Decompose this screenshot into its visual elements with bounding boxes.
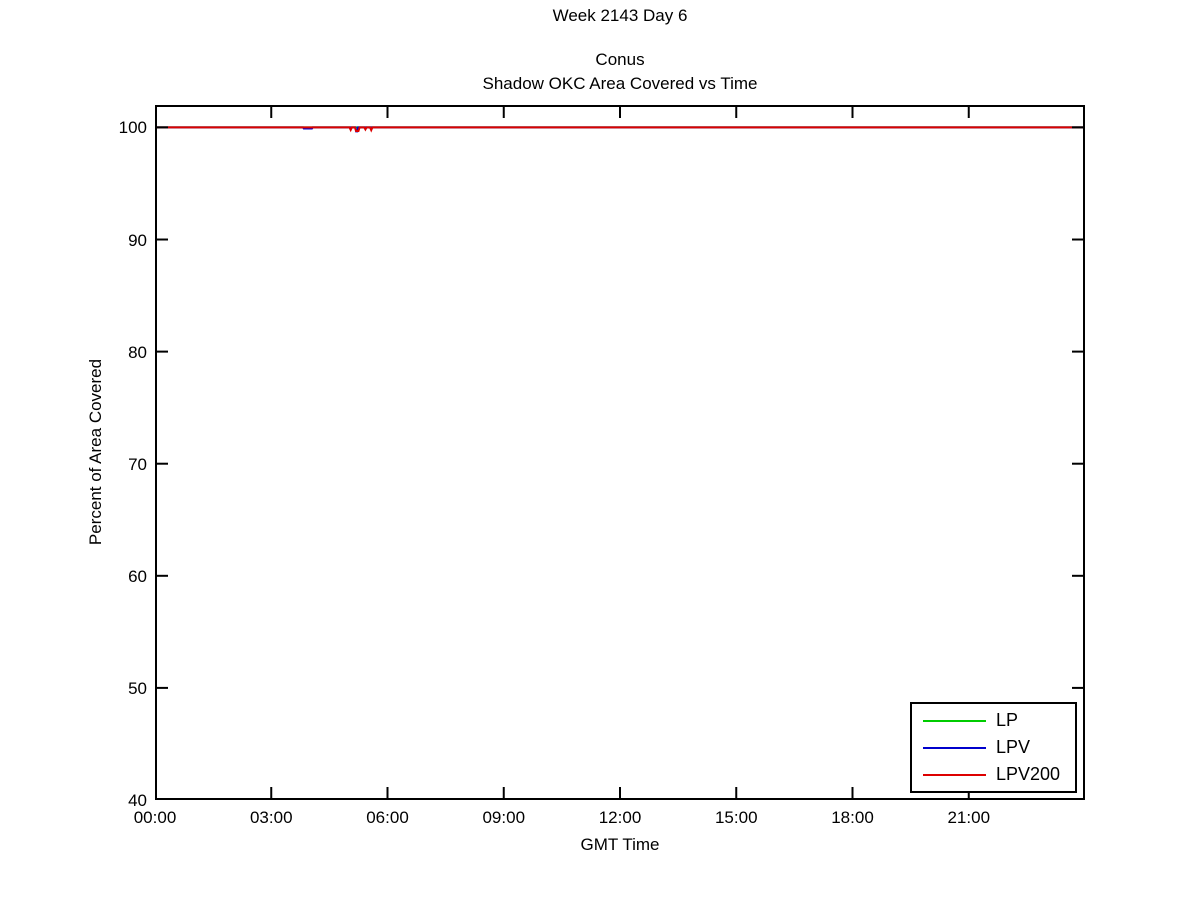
axes-box: [155, 105, 1085, 800]
y-tick-label-90: 90: [128, 230, 147, 250]
legend: LP LPV LPV200: [910, 702, 1077, 793]
x-tick-label-0900: 09:00: [482, 808, 526, 827]
x-tick-label-1800: 18:00: [831, 808, 874, 827]
y-axis-label: Percent of Area Covered: [86, 358, 105, 546]
legend-line-swatch-lpv200: [923, 773, 986, 776]
legend-label-lpv200: LPV200: [996, 764, 1061, 784]
x-tick-label-1500: 15:00: [714, 808, 758, 827]
legend-entry-lpv200: LPV200: [912, 761, 1075, 788]
plot-area: [155, 105, 1085, 800]
legend-line-swatch-lpv: [923, 746, 986, 749]
y-tick-label-60: 60: [128, 566, 147, 586]
x-axis-label: GMT Time: [580, 835, 660, 854]
legend-label-lpv: LPV: [996, 737, 1031, 757]
y-tick-label-40: 40: [128, 791, 147, 810]
y-tick-label-50: 50: [128, 678, 147, 698]
x-tick-label-0000: 00:00: [133, 808, 177, 827]
y-tick-label-70: 70: [128, 454, 147, 474]
series-line-lpv200: [155, 126, 1085, 133]
y-tick-label-100: 100: [118, 118, 147, 138]
y-tick-label-80: 80: [128, 342, 147, 362]
x-tick-label-0600: 06:00: [366, 808, 409, 827]
x-tick-label-0300: 03:00: [249, 808, 293, 827]
x-tick-label-2100: 21:00: [947, 808, 991, 827]
chart-canvas: [155, 105, 1085, 800]
axes-title-line2: Shadow OKC Area Covered vs Time: [482, 74, 758, 93]
legend-entry-lp: LP: [912, 707, 1075, 734]
legend-entry-lpv: LPV: [912, 734, 1075, 761]
axes-title-line1: Conus: [595, 50, 645, 69]
x-tick-label-1200: 12:00: [598, 808, 642, 827]
legend-line-swatch-lp: [923, 719, 986, 722]
legend-label-lp: LP: [996, 710, 1019, 730]
figure-suptitle: Week 2143 Day 6: [552, 6, 688, 25]
